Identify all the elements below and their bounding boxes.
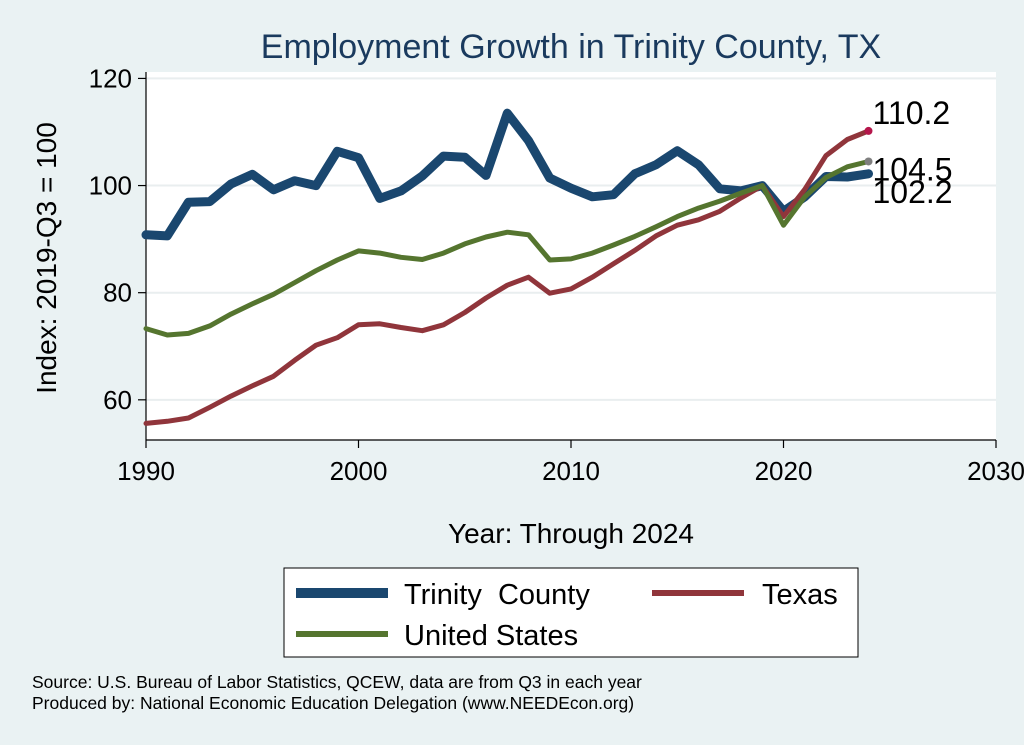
end-label-trinity-county: 102.2 (873, 174, 953, 210)
end-label-texas: 110.2 (873, 95, 951, 131)
source-note: Source: U.S. Bureau of Labor Statistics,… (32, 672, 642, 692)
end-marker-trinity-county (864, 169, 873, 178)
x-tick-label-1990: 1990 (117, 456, 175, 486)
y-tick-label-80: 80 (103, 278, 132, 308)
end-label-united-states: 104.5 (873, 151, 953, 187)
legend-label-texas: Texas (762, 579, 838, 611)
legend-label-united-states: United States (404, 620, 578, 652)
y-tick-label-120: 120 (89, 63, 132, 93)
legend-label-trinity-county: Trinity County (404, 579, 590, 611)
legend-box (283, 567, 859, 658)
x-axis-label: Year: Through 2024 (448, 518, 694, 549)
x-tick-label-2020: 2020 (755, 456, 813, 486)
y-tick-label-100: 100 (89, 171, 132, 201)
producer-note: Produced by: National Economic Education… (32, 693, 634, 713)
y-tick-label-60: 60 (103, 385, 132, 415)
plot-area (146, 72, 996, 440)
x-tick-label-2000: 2000 (330, 456, 388, 486)
x-axis-ticks: 1990 2000 2010 2020 2030 (117, 440, 1024, 486)
y-axis-ticks: 60 80 100 120 (89, 63, 146, 415)
end-marker-united-states (864, 157, 873, 166)
end-marker-texas (864, 126, 873, 135)
legend: Trinity County Texas United States (283, 567, 859, 658)
x-tick-label-2010: 2010 (542, 456, 600, 486)
series-lines (141, 108, 873, 426)
series-line-texas (143, 128, 871, 426)
series-line-united-states (143, 159, 871, 338)
y-axis-label: Index: 2019-Q3 = 100 (31, 122, 62, 394)
chart-title: Employment Growth in Trinity County, TX (261, 28, 881, 66)
x-tick-label-2030: 2030 (967, 456, 1024, 486)
